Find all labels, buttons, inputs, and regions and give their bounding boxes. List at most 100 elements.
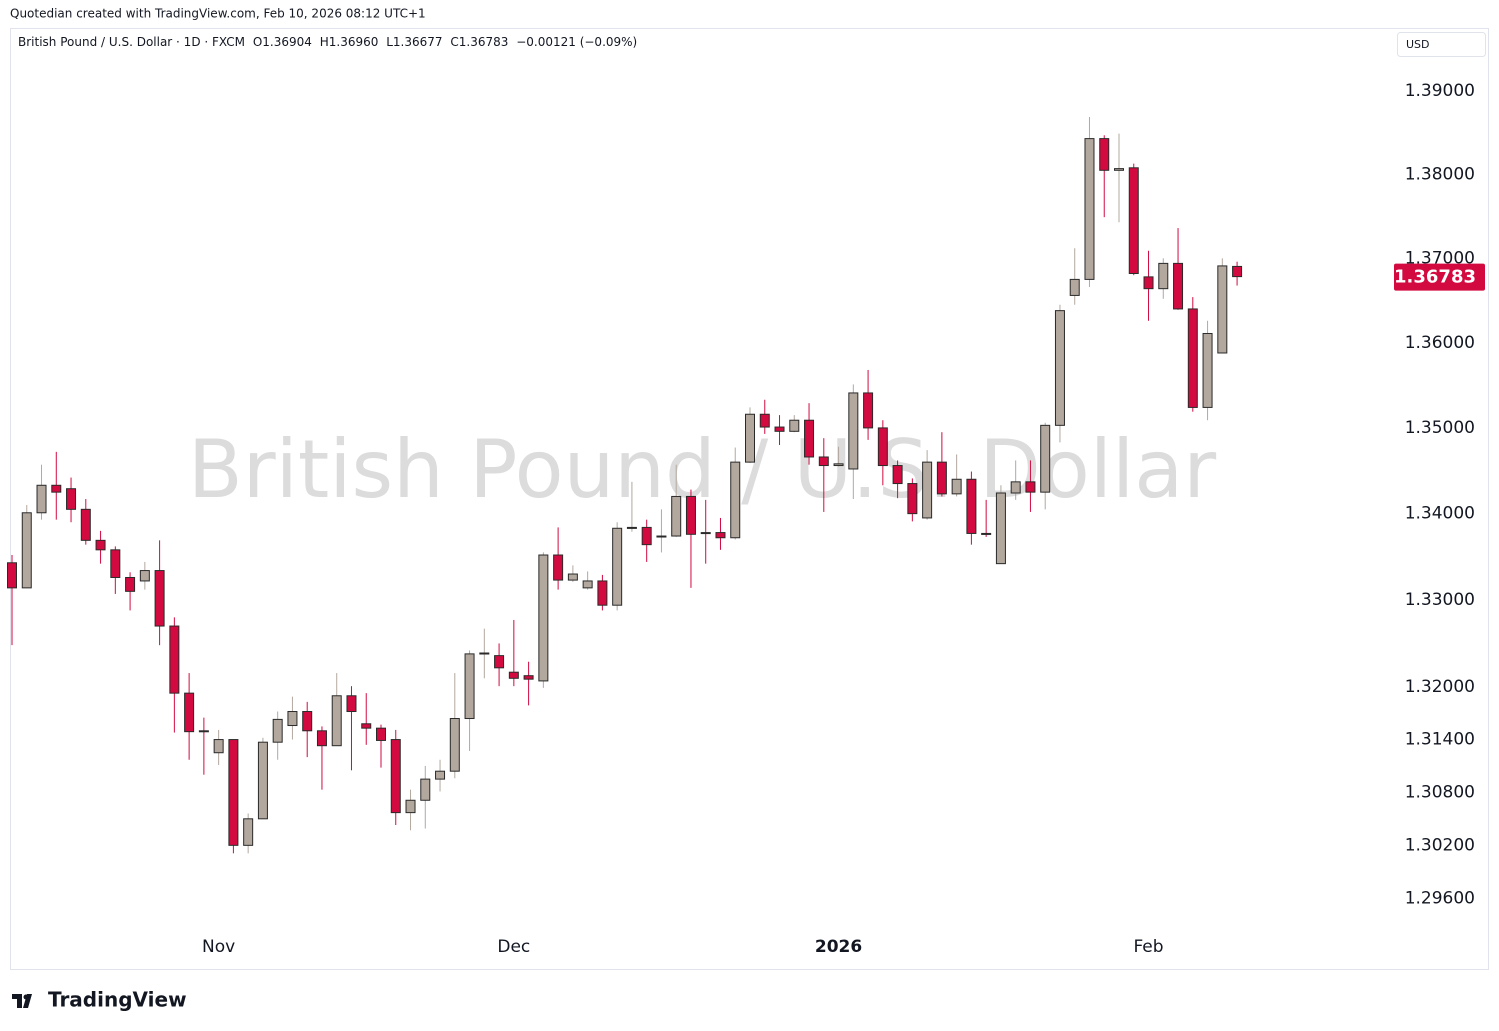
- candle-body: [818, 456, 829, 467]
- y-tick-label: 1.30800: [1405, 782, 1475, 802]
- candle-body: [1069, 278, 1080, 296]
- currency[interactable]: USD: [1406, 38, 1430, 51]
- candle-body: [125, 576, 136, 592]
- candle-body: [508, 671, 519, 679]
- candle-body: [405, 799, 416, 814]
- currency-box[interactable]: [1397, 32, 1486, 57]
- y-tick-label: 1.33000: [1405, 590, 1475, 610]
- candle-body: [7, 562, 17, 589]
- candle-body: [567, 573, 578, 581]
- candle-body: [169, 625, 180, 694]
- candle-body: [331, 695, 342, 747]
- candle-body: [641, 526, 652, 546]
- candle-body: [774, 426, 785, 432]
- candle-body: [228, 739, 239, 846]
- watermark: British Pound / U.S. Dollar: [188, 423, 1216, 516]
- candle-body: [700, 532, 711, 535]
- candle-body: [936, 461, 947, 495]
- candle-body: [449, 718, 460, 772]
- candle-body: [302, 711, 313, 732]
- candle-body: [1173, 262, 1184, 310]
- candle-body: [1217, 265, 1228, 354]
- last-price-label: 1.36783: [1394, 267, 1476, 288]
- candle-body: [213, 739, 224, 754]
- candle-body: [922, 461, 933, 519]
- candle-body: [479, 652, 490, 655]
- y-tick-label: 1.38000: [1405, 164, 1475, 184]
- candle-body: [1232, 265, 1243, 278]
- candle-body: [243, 818, 254, 846]
- candle-body: [877, 427, 888, 467]
- y-tick-label: 1.36000: [1405, 333, 1475, 353]
- candle-body: [1025, 481, 1036, 493]
- y-tick-label: 1.35000: [1405, 418, 1475, 438]
- candle-body: [1054, 310, 1065, 426]
- candle-body: [892, 465, 903, 485]
- candle-body: [553, 554, 564, 581]
- candle-body: [715, 532, 726, 539]
- candle-body: [316, 730, 327, 747]
- candle-body: [36, 484, 47, 514]
- legend-symbol: British Pound / U.S. Dollar · 1D · FXCM: [18, 35, 245, 49]
- candles: [7, 116, 1243, 854]
- y-tick-label: 1.37000: [1405, 248, 1475, 268]
- brand: TradingView: [48, 988, 187, 1012]
- legend-change: −0.00121 (−0.09%): [516, 35, 637, 49]
- y-tick-label: 1.30200: [1405, 835, 1475, 855]
- candle-body: [730, 461, 741, 539]
- candle-body: [966, 478, 977, 534]
- candle-body: [139, 570, 150, 582]
- candle-body: [95, 539, 106, 551]
- candle-body: [1099, 138, 1110, 171]
- candle-body: [1010, 481, 1021, 494]
- legend-open: O1.36904: [253, 35, 312, 49]
- candle-body: [671, 495, 682, 537]
- attribution: Quotedian created with TradingView.com, …: [10, 7, 426, 21]
- y-tick-label: 1.31400: [1405, 730, 1475, 750]
- candle-body: [612, 527, 623, 606]
- candle-body: [1187, 308, 1198, 408]
- candle-body: [1158, 262, 1169, 290]
- candle-body: [287, 711, 298, 727]
- legend-high: H1.36960: [320, 35, 379, 49]
- x-tick-label: Nov: [202, 937, 235, 957]
- candle-body: [361, 723, 372, 729]
- candle-body: [464, 653, 475, 720]
- candle-body: [66, 488, 77, 510]
- candle-body: [390, 739, 401, 814]
- legend: British Pound / U.S. Dollar · 1D · FXCM …: [18, 35, 637, 49]
- candle-body: [1114, 168, 1124, 171]
- candle-body: [582, 580, 593, 589]
- candle-body: [685, 495, 696, 535]
- y-tick-label: 1.29600: [1405, 889, 1475, 909]
- logo-dot: [23, 994, 29, 1000]
- candle-body: [80, 508, 91, 541]
- candle-body: [538, 554, 549, 682]
- candle-body: [1128, 167, 1139, 274]
- candle-body: [759, 413, 770, 428]
- candle-body: [951, 478, 962, 495]
- candle-body: [1040, 424, 1051, 493]
- candle-body: [789, 419, 800, 432]
- x-tick-label: 2026: [815, 937, 862, 957]
- candle-body: [745, 413, 755, 463]
- candle-body: [848, 392, 859, 470]
- y-tick-label: 1.39000: [1405, 81, 1475, 101]
- candle-body: [804, 419, 815, 458]
- candle-body: [21, 512, 32, 589]
- x-tick-label: Dec: [497, 937, 530, 957]
- candle-body: [1202, 332, 1213, 408]
- candle-body: [1143, 276, 1154, 290]
- candle-body: [494, 655, 505, 669]
- candle-body: [51, 484, 62, 493]
- candle-body: [272, 718, 283, 743]
- brand-logo: [12, 994, 32, 1008]
- candle-body: [626, 526, 637, 529]
- last-price-box: [1394, 263, 1485, 291]
- candle-body: [257, 741, 268, 820]
- candle-body: [863, 392, 874, 429]
- candle-body: [1084, 138, 1095, 280]
- candle-body: [981, 532, 992, 535]
